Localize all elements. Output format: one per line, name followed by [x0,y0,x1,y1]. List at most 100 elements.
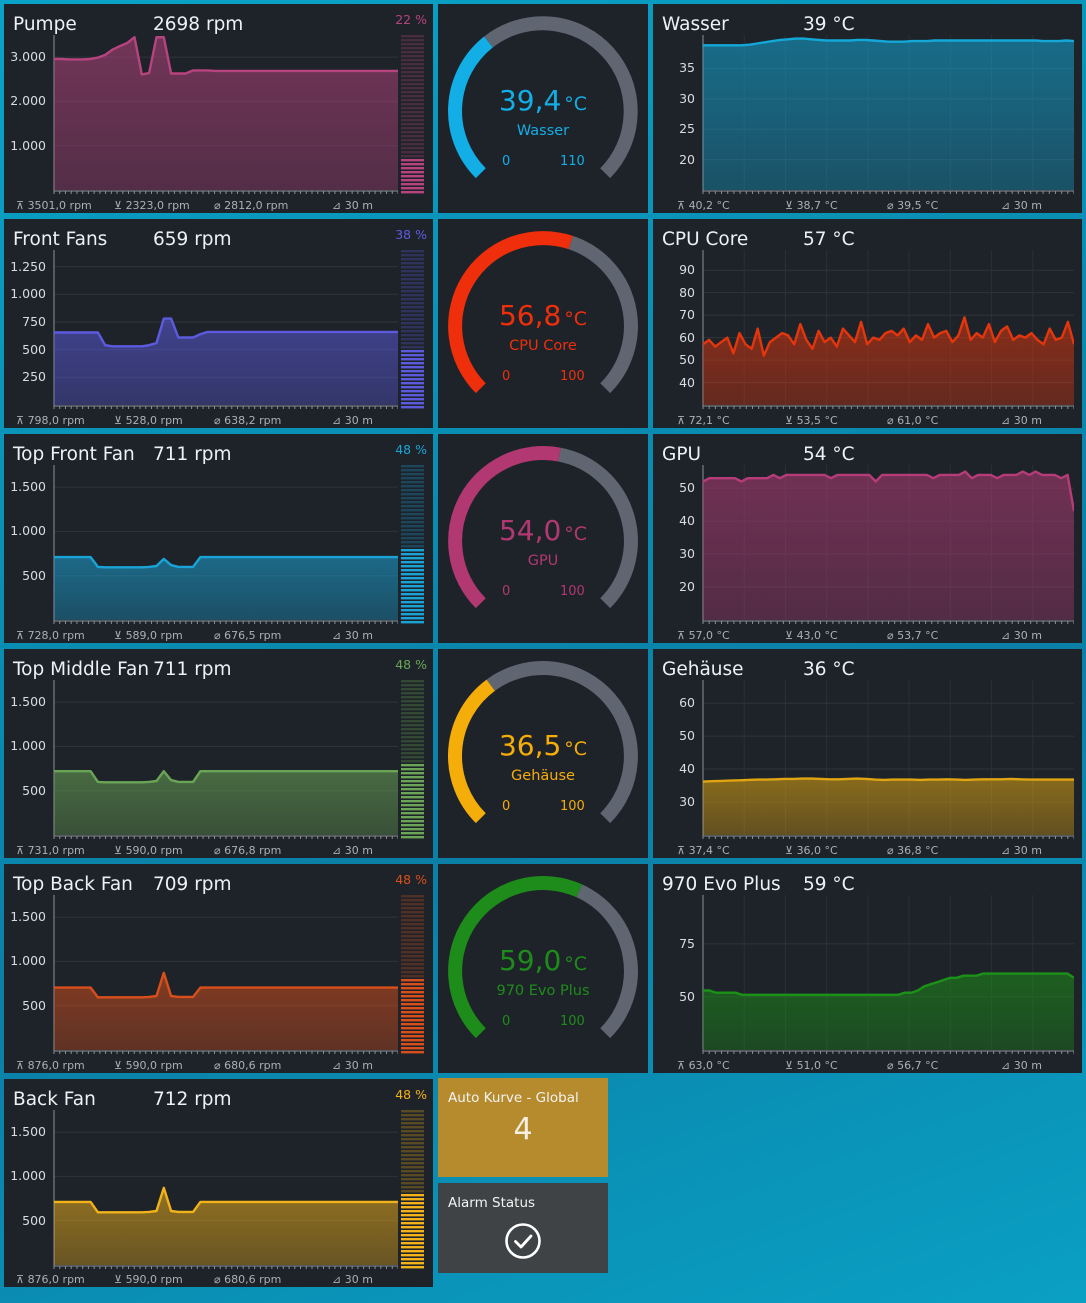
gauge-name: 970 Evo Plus [496,983,590,999]
footer-max: ⊼ 57,0 °C [677,629,730,642]
level-bar-segment [401,1218,424,1221]
series-line [703,37,1074,47]
level-bar-segment [401,593,424,596]
gauge-panel: 39,4 °C Wasser 0 110 [438,4,648,213]
level-bar-segment [401,382,424,385]
level-bar-segment [401,589,424,592]
y-tick-label: 40 [679,374,695,390]
level-bar-segment [401,764,424,767]
percent-label: 48 % [395,872,427,887]
gauge-value: 54,0 °C [498,514,588,547]
level-bar-segment [401,282,424,285]
level-bar-segment [401,959,424,962]
min-icon: ⊻ [785,199,797,212]
y-tick-label: 40 [679,513,695,529]
level-bar-segment [401,258,424,261]
level-bar-segment [401,406,424,409]
footer-max: ⊼ 798,0 rpm [16,414,85,427]
percent-label: 38 % [395,227,427,242]
avg-icon: ⌀ [887,629,898,642]
line-chart [53,465,398,624]
level-bars [401,1110,424,1269]
level-bar-segment [401,1146,424,1149]
footer-max: ⊼ 72,1 °C [677,414,730,427]
y-tick-label: 70 [679,307,695,323]
temp-panel: CPU Core 57 °C 90 80 70 60 50 40 ⊼ 72,1 °C ⊻ 53,5… [653,219,1082,428]
level-bar-segment [401,55,424,58]
gauge-max: 100 [560,584,585,599]
footer-max: ⊼ 876,0 rpm [16,1273,85,1286]
level-bar-segment [401,274,424,277]
level-bar-segment [401,1190,424,1193]
level-bar-segment [401,1118,424,1121]
y-tick-label: 1.000 [10,523,46,539]
y-tick-label: 1.500 [10,694,46,710]
avg-icon: ⌀ [887,414,898,427]
gauge-name: Wasser [516,123,570,139]
y-tick-label: 2.000 [10,93,46,109]
y-tick-label: 80 [679,284,695,300]
level-bar-segment [401,95,424,98]
footer-min: ⊻ 589,0 rpm [114,629,183,642]
level-bar-segment [401,330,424,333]
footer-max: ⊼ 63,0 °C [677,1059,730,1072]
level-bar-segment [401,951,424,954]
max-icon: ⊼ [16,199,28,212]
level-bar-segment [401,927,424,930]
auto-kurve-value: 4 [513,1112,533,1147]
gauge-max: 100 [560,1014,585,1029]
range-icon: ⊿ [332,199,345,212]
fan-panel: Top Front Fan 711 rpm 48 % 1.500 1.000 500 ⊼ 7… [4,434,433,643]
y-tick-label: 500 [22,997,46,1013]
level-bar-segment [401,314,424,317]
alarm-status-tile[interactable]: Alarm Status [438,1183,608,1273]
level-bar-segment [401,187,424,190]
panel-value: 57 °C [803,229,855,250]
range-icon: ⊿ [332,1273,345,1286]
y-tick-label: 1.000 [10,738,46,754]
series-area [703,973,1074,1050]
level-bar-segment [401,748,424,751]
level-bar-segment [401,191,424,194]
level-bar-segment [401,525,424,528]
level-bar-segment [401,808,424,811]
level-bars [401,895,424,1054]
level-bar-segment [401,521,424,524]
panel-value: 711 rpm [153,659,232,680]
series-line [54,36,398,76]
y-tick-label: 500 [22,1212,46,1228]
level-bar-segment [401,67,424,70]
gauge-max: 100 [560,799,585,814]
footer-min: ⊻ 36,0 °C [785,844,838,857]
gauge-value-arc [448,446,561,609]
level-bar-segment [401,366,424,369]
level-bar-segment [401,581,424,584]
panel-title: Top Front Fan [13,444,135,465]
auto-kurve-tile[interactable]: Auto Kurve - Global 4 [438,1078,608,1177]
min-icon: ⊻ [114,199,126,212]
y-tick-label: 1.500 [10,909,46,925]
level-bar-segment [401,1047,424,1050]
level-bar-segment [401,1027,424,1030]
max-icon: ⊼ [16,844,28,857]
level-bar-segment [401,87,424,90]
level-bar-segment [401,1126,424,1129]
series-line [54,971,398,999]
panel-title: CPU Core [662,229,749,250]
level-bar-segment [401,704,424,707]
avg-icon: ⌀ [214,629,225,642]
level-bar-segment [401,828,424,831]
y-tick-label: 1.250 [10,258,46,274]
level-bar-segment [401,270,424,273]
level-bar-segment [401,107,424,110]
avg-icon: ⌀ [214,1273,225,1286]
level-bar-segment [401,473,424,476]
footer-range: ⊿ 30 m [1001,844,1042,857]
check-circle-icon [505,1223,541,1259]
max-icon: ⊼ [16,1273,28,1286]
footer-avg: ⌀ 39,5 °C [887,199,939,212]
level-bar-segment [401,1210,424,1213]
gauge-track [558,447,638,609]
level-bar-segment [401,836,424,839]
range-icon: ⊿ [332,414,345,427]
